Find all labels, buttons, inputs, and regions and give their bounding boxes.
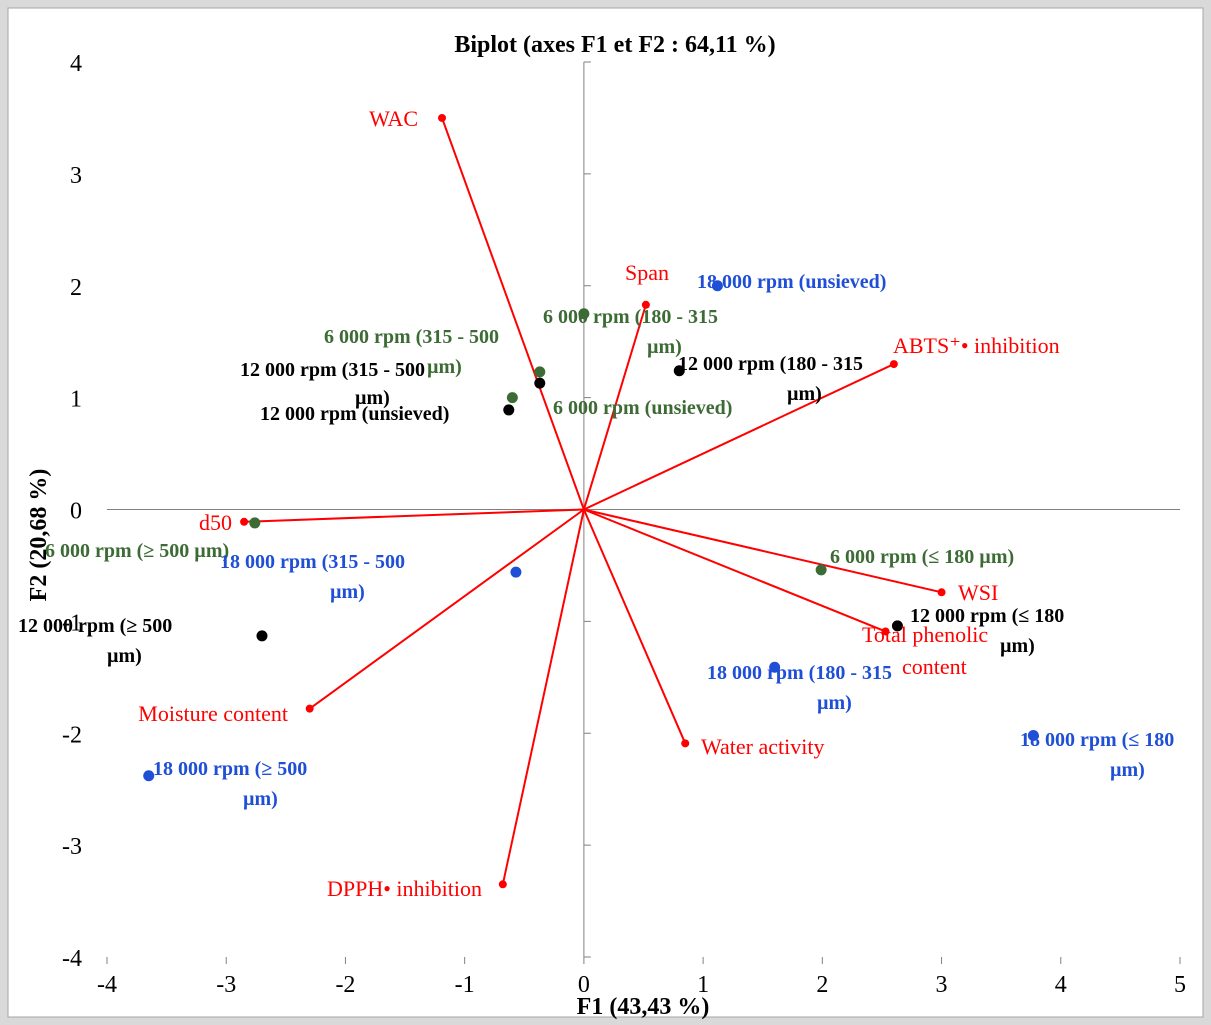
variable-vector — [583, 508, 942, 594]
variable-vector — [441, 117, 585, 510]
x-tick-label: -1 — [455, 972, 475, 998]
variable-label: Moisture content — [138, 701, 288, 726]
observation-label: 18 000 rpm (315 - 500 µm) — [220, 551, 405, 603]
variable-vector — [501, 509, 585, 885]
observation-label: 12 000 rpm (180 - 315 µm) — [678, 353, 863, 405]
observation-point — [673, 365, 685, 377]
observation-label: 18 000 rpm (≤ 180 µm) — [1020, 729, 1174, 781]
variable-point — [937, 588, 946, 597]
observation-label: 18 000 rpm (unsieved) — [697, 271, 886, 293]
variable-point — [438, 113, 447, 122]
point-labels: WAC Span ABTS⁺• inhibition d50 WSI Total phen… — [18, 106, 1174, 901]
observation-label: 12 000 rpm (≥ 500 µm) — [18, 615, 172, 667]
x-tick-label: 2 — [816, 972, 828, 998]
variable-point — [889, 360, 898, 369]
x-tick-label: 3 — [936, 972, 948, 998]
observation-label: 6 000 rpm (≤ 180 µm) — [830, 546, 1014, 568]
y-tick-label: 4 — [70, 51, 82, 77]
variable-label: ABTS⁺• inhibition — [893, 333, 1060, 358]
x-tick-label: 0 — [578, 972, 590, 998]
observation-point — [1027, 729, 1039, 741]
observation-label: 6 000 rpm (unsieved) — [553, 397, 732, 419]
variable-point — [881, 627, 890, 636]
y-tick-label: 3 — [70, 163, 82, 189]
observation-point — [815, 564, 827, 576]
y-tick-label: 0 — [70, 499, 82, 525]
observation-point — [711, 280, 723, 292]
observation-label: 18 000 rpm (180 - 315 µm) — [707, 662, 892, 714]
x-tick-label: 5 — [1174, 972, 1186, 998]
variable-point — [305, 704, 314, 713]
variable-point — [641, 300, 650, 309]
observation-label: 6 000 rpm (≥ 500 µm) — [45, 540, 229, 562]
x-tick-label: 1 — [697, 972, 709, 998]
observation-label: 6 000 rpm (315 - 500 µm) — [324, 326, 499, 378]
variable-point — [498, 880, 507, 889]
y-axis-label: F2 (20,68 %) — [26, 469, 52, 602]
observation-label: 12 000 rpm (315 - 500 µm) — [240, 359, 425, 409]
x-tick-label: -2 — [335, 972, 355, 998]
observation-label: 6 000 rpm (180 - 315 µm) — [543, 306, 718, 358]
variable-label: d50 — [199, 510, 232, 535]
observation-label: 12 000 rpm (≤ 180 µm) — [910, 605, 1064, 657]
variable-vector — [582, 304, 647, 510]
y-tick-label: -3 — [62, 834, 82, 860]
variable-vector — [582, 509, 687, 744]
variable-label: Span — [625, 260, 669, 285]
variable-point — [681, 739, 690, 748]
x-tick-label: 4 — [1055, 972, 1067, 998]
observation-point — [578, 308, 590, 320]
observation-point — [534, 366, 546, 378]
tick-labels: -4 -3 -2 -1 0 1 2 3 4 5 -4 -3 -2 -1 0 1 2 3 4 — [62, 51, 1186, 998]
variable-vector — [244, 508, 584, 523]
chart-title: Biplot (axes F1 et F2 : 64,11 %) — [454, 32, 775, 58]
observation-point — [143, 770, 155, 782]
observation-point — [256, 630, 268, 642]
observation-point — [891, 620, 903, 632]
x-axis-label: F1 (43,43 %) — [577, 994, 710, 1020]
x-tick-label: -4 — [97, 972, 117, 998]
variable-vectors — [240, 113, 946, 889]
observation-point — [534, 377, 546, 389]
variable-label: WAC — [369, 106, 418, 131]
y-tick-label: 1 — [70, 387, 82, 413]
observation-point — [769, 661, 781, 673]
y-tick-label: 2 — [70, 275, 82, 301]
variable-label: WSI — [958, 580, 998, 605]
variable-vector — [583, 508, 886, 633]
observation-point — [506, 392, 518, 404]
variable-point — [240, 517, 249, 526]
observation-label: 18 000 rpm (≥ 500 µm) — [153, 758, 307, 810]
y-tick-label: -4 — [62, 946, 82, 972]
variable-vector — [309, 508, 585, 710]
observation-label: 12 000 rpm (unsieved) — [260, 403, 449, 425]
variable-label: Total phenolic content — [862, 622, 988, 679]
observation-point — [249, 517, 261, 529]
y-tick-label: -2 — [62, 722, 82, 748]
variable-label: Water activity — [701, 734, 824, 759]
variable-label: DPPH• inhibition — [327, 876, 482, 901]
observation-point — [510, 566, 522, 578]
variable-vector — [583, 363, 895, 511]
x-tick-label: -3 — [216, 972, 236, 998]
observation-point — [503, 404, 515, 416]
observation-points — [143, 280, 1039, 782]
y-tick-label: -1 — [62, 610, 82, 636]
